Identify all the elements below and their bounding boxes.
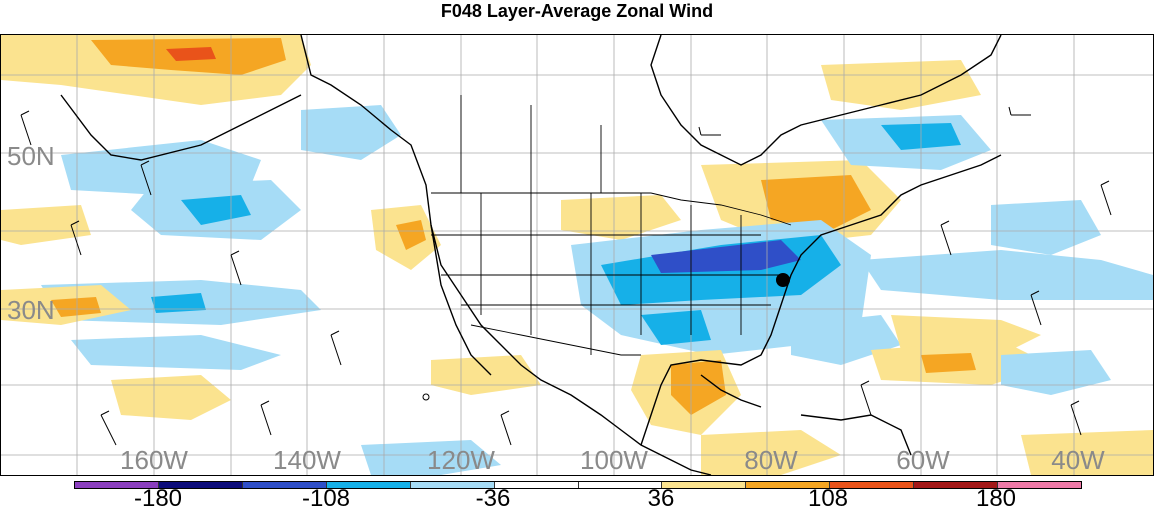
political-borders (431, 95, 792, 356)
colorbar-label-36: 36 (647, 485, 675, 512)
negative-band-south (361, 440, 501, 475)
colorbar-segment (410, 482, 495, 488)
positive-band-atlantic-3 (1021, 430, 1153, 475)
negative-core-gulf (641, 310, 711, 345)
negative-core-pacific-3 (151, 293, 206, 313)
wind-barbs (20, 106, 1112, 446)
negative-band-pacific-1 (61, 140, 261, 195)
positive-core-gulf (671, 360, 726, 415)
colorbar-segment (578, 482, 663, 488)
negative-band-pacific-4 (71, 335, 281, 370)
negative-band-atlantic-1 (991, 200, 1101, 255)
lon-label-80w: 80W (744, 445, 798, 475)
lon-label-120w: 120W (427, 445, 495, 475)
positive-band-caribbean (701, 430, 841, 475)
lon-label-160w: 160W (120, 445, 188, 475)
positive-core-pacific-2 (51, 297, 101, 317)
lat-label-50n: 50N (7, 141, 55, 171)
lon-label-60w: 60W (896, 445, 950, 475)
colorbar-segment (662, 482, 747, 488)
map-title: F048 Layer-Average Zonal Wind (440, 1, 714, 21)
colorbar-segment (326, 482, 411, 488)
colorbar-segment (75, 482, 159, 488)
colorbar-label-180: 180 (975, 485, 1017, 512)
negative-band-atlantic-4 (1001, 350, 1111, 395)
colorbar-label-neg180: -180 (133, 485, 183, 512)
negative-band-atlantic-2 (861, 250, 1153, 300)
colorbar-segment (158, 482, 243, 488)
negative-band-pacific-5 (301, 105, 401, 160)
colorbar-segment (914, 482, 999, 488)
colorbar-segment (998, 482, 1082, 488)
map-canvas (1, 35, 1153, 475)
lon-label-100w: 100W (580, 445, 648, 475)
colorbar-label-neg108: -108 (301, 485, 351, 512)
negative-strong-central-us (651, 240, 801, 273)
positive-band-pacific-1 (1, 205, 91, 245)
station-marker (776, 273, 790, 287)
colorbar-segment (830, 482, 915, 488)
colorbar-segment (494, 482, 579, 488)
colorbar-segment (242, 482, 327, 488)
colorbar-label-108: 108 (807, 485, 849, 512)
lon-label-140w: 140W (273, 445, 341, 475)
positive-core-northeast (761, 175, 871, 230)
positive-band-canada-north (821, 60, 981, 110)
wind-shading (1, 35, 1153, 475)
map-panel: 50N 30N 160W 140W 120W 100W 80W 60W 40W (0, 34, 1154, 476)
lat-label-30n: 30N (7, 295, 55, 325)
positive-band-hawaii (111, 375, 231, 420)
positive-band-plains (561, 195, 681, 240)
colorbar (74, 481, 1082, 489)
colorbar-label-neg36: -36 (475, 485, 511, 512)
colorbar-segment (746, 482, 831, 488)
core-positive-alaska (166, 47, 216, 61)
positive-core-atlantic-2 (921, 353, 976, 373)
positive-band-baja (431, 355, 541, 395)
negative-core-pacific-2 (181, 195, 251, 225)
island-marker (422, 393, 430, 401)
positive-core-west-coast (396, 220, 426, 250)
lon-label-40w: 40W (1051, 445, 1105, 475)
